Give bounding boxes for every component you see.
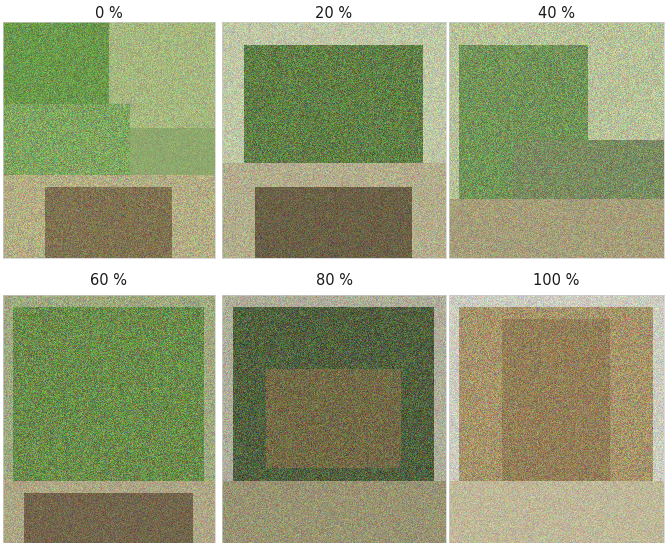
Text: 80 %: 80 % <box>316 273 352 288</box>
Text: 0 %: 0 % <box>95 5 123 21</box>
Text: 20 %: 20 % <box>316 5 352 21</box>
Text: 40 %: 40 % <box>538 5 575 21</box>
Text: 100 %: 100 % <box>533 273 579 288</box>
Text: 60 %: 60 % <box>91 273 127 288</box>
